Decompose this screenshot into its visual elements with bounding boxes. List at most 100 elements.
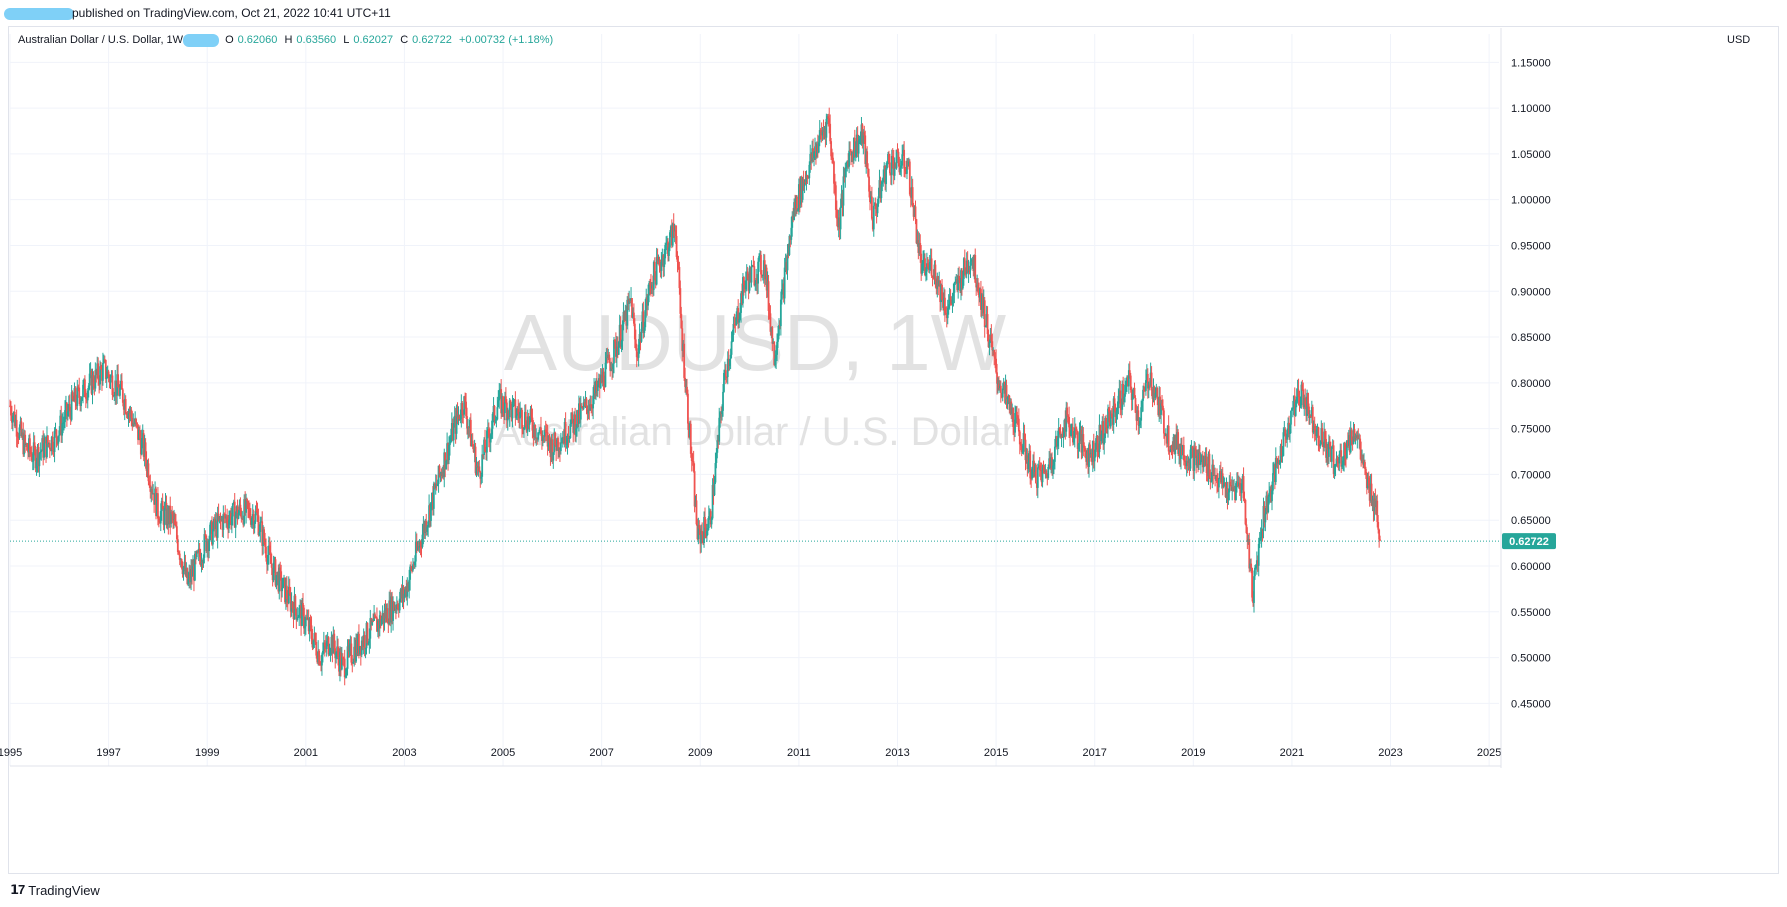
candle-body — [810, 153, 813, 162]
candle-body — [392, 601, 394, 621]
candle-body — [696, 524, 699, 540]
candle-body — [511, 402, 514, 419]
candle-body — [1027, 462, 1030, 470]
chart-frame[interactable] — [8, 26, 1779, 874]
candle-body — [467, 427, 469, 429]
price-tick-label: 0.65000 — [1511, 515, 1551, 527]
candle-body — [1090, 452, 1093, 462]
candle-body — [1319, 443, 1322, 446]
candle-body — [1372, 500, 1375, 511]
candle-body — [1342, 460, 1345, 465]
candle-body — [652, 262, 655, 290]
candle-body — [1096, 435, 1099, 452]
candle-body — [1208, 453, 1211, 479]
candle-body — [990, 334, 993, 342]
candle-body — [588, 409, 591, 411]
time-tick-label: 2021 — [1280, 747, 1304, 759]
candle-body — [874, 202, 877, 210]
candle-body — [563, 422, 566, 444]
candle-body — [457, 414, 460, 418]
candle-body — [323, 642, 326, 646]
candle-body — [202, 557, 205, 564]
candle-body — [1067, 415, 1070, 417]
candle-body — [1038, 465, 1041, 471]
candle-body — [880, 184, 883, 199]
candle-body — [715, 452, 718, 463]
candle-body — [1263, 505, 1266, 523]
candle-body — [431, 492, 434, 509]
candle-body — [769, 313, 772, 332]
candle-body — [1097, 451, 1100, 453]
candle-body — [808, 164, 811, 179]
candle-body — [749, 268, 752, 283]
candle-body — [335, 652, 338, 659]
candle-body — [745, 271, 748, 281]
candle-body — [554, 432, 557, 446]
candle-body — [636, 357, 639, 359]
candle-body — [938, 280, 941, 287]
candle-body — [1334, 464, 1337, 466]
candle-body — [1186, 461, 1189, 463]
candle-body — [400, 589, 403, 599]
candle-body — [653, 262, 656, 274]
footer-brand[interactable]: 𝟭7 TradingView — [10, 882, 100, 898]
candle-body — [577, 403, 580, 424]
candle-body — [919, 242, 922, 254]
candle-body — [1326, 449, 1328, 458]
candle-body — [1163, 433, 1166, 437]
candle-body — [1053, 446, 1056, 462]
candle-body — [239, 504, 242, 511]
candle-body — [659, 266, 662, 271]
candle-body — [612, 363, 614, 369]
candle-body — [87, 385, 90, 391]
candle-body — [119, 388, 121, 396]
candle-body — [1015, 411, 1017, 414]
candle-body — [1310, 407, 1313, 416]
candle-body — [54, 429, 57, 431]
candle-body — [1040, 470, 1043, 483]
candle-body — [597, 378, 600, 385]
candle-body — [106, 371, 109, 378]
candle-body — [995, 358, 997, 373]
candle-body — [525, 426, 528, 432]
candle-body — [328, 653, 331, 655]
candle-body — [1376, 500, 1379, 523]
candle-body — [275, 575, 278, 586]
candle-body — [937, 276, 940, 287]
currency-label: USD — [1727, 34, 1751, 46]
candle-body — [540, 427, 542, 435]
candle-body — [994, 356, 997, 359]
candle-body — [1179, 448, 1181, 459]
candle-body — [518, 413, 521, 419]
candle-body — [562, 437, 565, 444]
candle-body — [379, 615, 382, 626]
candle-body — [1112, 398, 1115, 425]
candle-body — [710, 518, 713, 525]
brand-name: TradingView — [28, 882, 100, 898]
candle-body — [622, 311, 625, 325]
candle-body — [729, 354, 732, 360]
candle-body — [860, 124, 863, 138]
candle-body — [296, 617, 299, 621]
candle-body — [706, 528, 709, 531]
candle-body — [1145, 373, 1148, 381]
candle-body — [480, 476, 483, 479]
candle-body — [115, 380, 118, 396]
candle-body — [940, 284, 942, 303]
candle-body — [592, 395, 595, 409]
candle-body — [1007, 395, 1010, 398]
candle-body — [1280, 445, 1283, 457]
candle-body — [293, 595, 296, 620]
candle-body — [193, 565, 195, 581]
candle-body — [803, 181, 806, 187]
candle-body — [542, 436, 545, 438]
candle-body — [788, 235, 791, 255]
candle-body — [1368, 485, 1371, 501]
candle-body — [693, 471, 696, 507]
candle-body — [29, 451, 32, 454]
candle-body — [905, 171, 907, 174]
candle-body — [932, 277, 935, 279]
candle-body — [286, 599, 289, 604]
candle-body — [605, 356, 608, 363]
